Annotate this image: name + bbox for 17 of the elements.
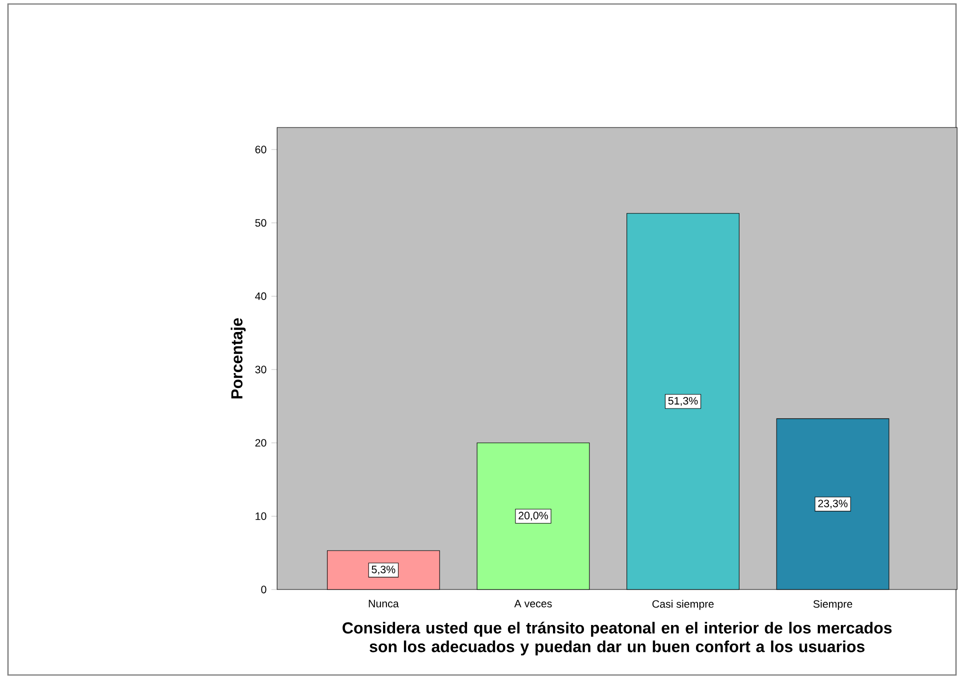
y-tick-label: 40 bbox=[255, 292, 266, 300]
x-tick-label: A veces bbox=[514, 600, 552, 608]
x-tick-label: Casi siempre bbox=[652, 600, 714, 610]
data-label: 20,0% bbox=[518, 512, 548, 521]
y-axis-title: Porcentaje bbox=[230, 318, 246, 398]
y-tick-label: 30 bbox=[255, 366, 266, 374]
y-tick-label: 60 bbox=[255, 146, 266, 154]
data-label: 23,3% bbox=[818, 500, 848, 509]
data-label: 51,3% bbox=[668, 397, 698, 406]
y-tick-label: 50 bbox=[255, 219, 266, 227]
x-axis-title: Considera usted que el tránsito peatonal en el interior de los mercados son los adecuados y puedan dar un buen confort a los usuarios bbox=[342, 622, 892, 656]
x-tick-label: Nunca bbox=[368, 600, 399, 608]
x-tick-label: Siempre bbox=[813, 600, 852, 610]
data-label: 5,3% bbox=[372, 566, 396, 575]
y-tick-label: 20 bbox=[255, 439, 266, 447]
y-tick-label: 10 bbox=[256, 512, 266, 520]
y-tick-label: 0 bbox=[261, 586, 266, 594]
